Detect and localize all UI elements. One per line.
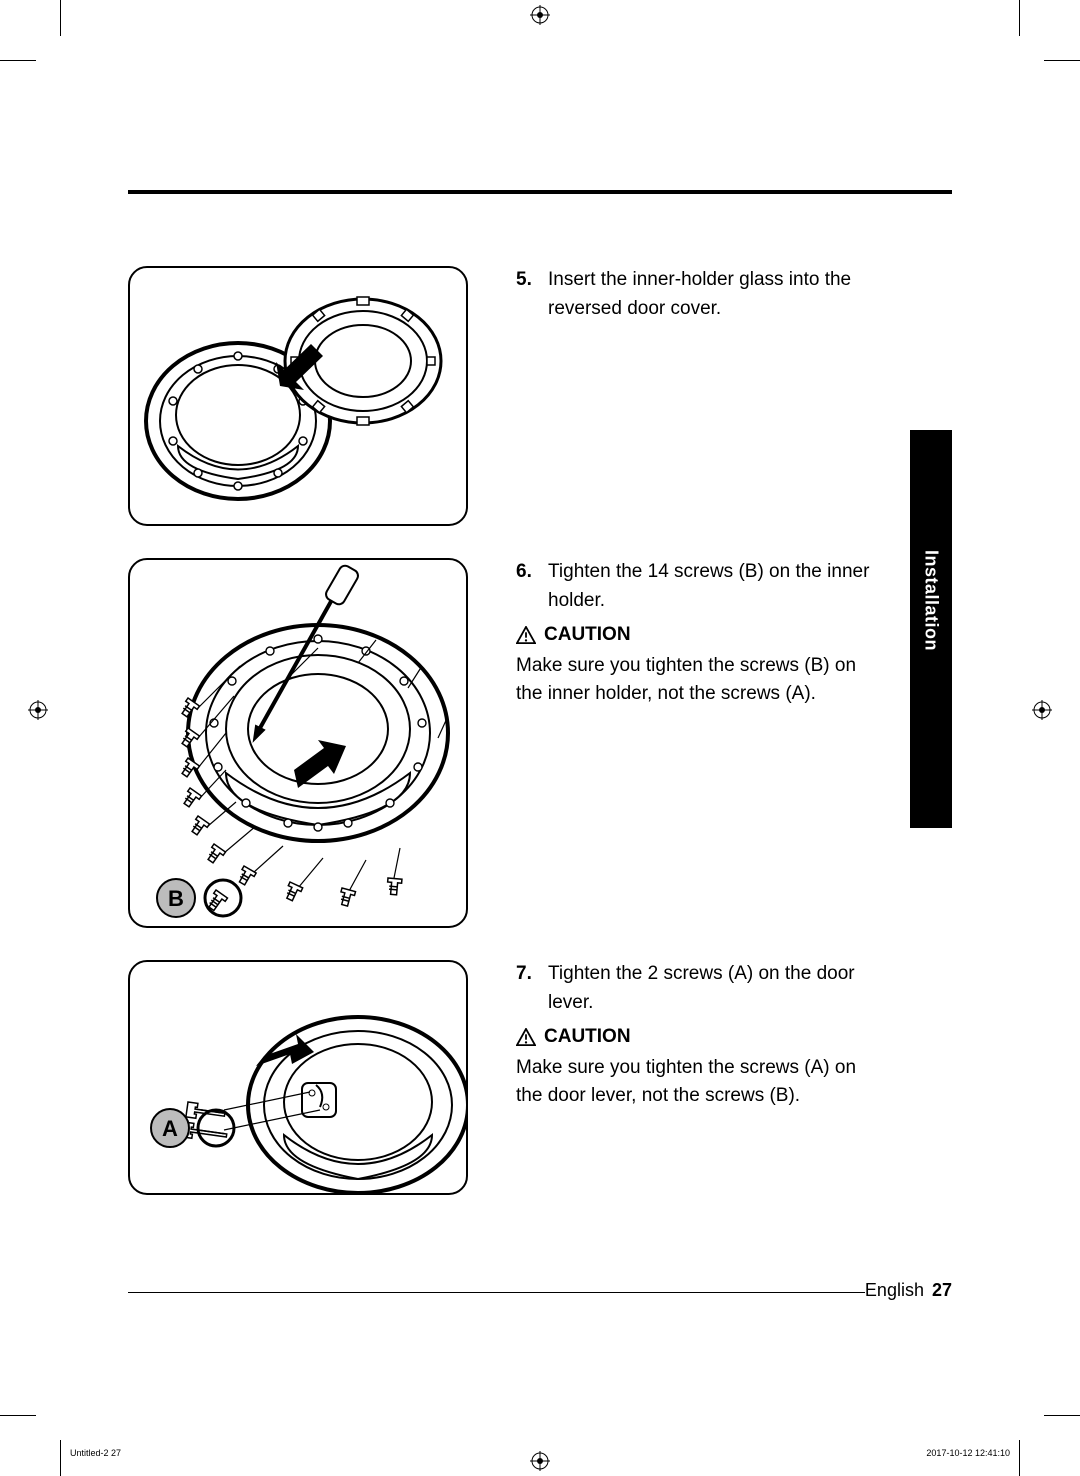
- registration-mark-icon: [530, 1451, 550, 1471]
- step-5: 5. Insert the inner-holder glass into th…: [128, 266, 952, 526]
- figure-step-6: B: [128, 558, 468, 928]
- registration-mark-icon: [1032, 700, 1052, 720]
- figure-label-b: B: [168, 886, 184, 911]
- step-number: 7.: [516, 960, 540, 1017]
- caution-label: CAUTION: [544, 621, 631, 650]
- print-meta-right: 2017-10-12 12:41:10: [926, 1448, 1010, 1458]
- figure-step-7: A: [128, 960, 468, 1195]
- step-body: Insert the inner-holder glass into the r…: [548, 266, 882, 323]
- footer-page-number: 27: [932, 1280, 952, 1301]
- caution-label: CAUTION: [544, 1023, 631, 1052]
- caution-body: Make sure you tighten the screws (B) on …: [516, 652, 882, 709]
- step-6: B 6. Tighten the 14 screws (B) on the in…: [128, 558, 952, 928]
- step-number: 5.: [516, 266, 540, 323]
- step-7: A 7. Tighten the 2 screws (A) on the doo…: [128, 960, 952, 1195]
- registration-mark-icon: [530, 5, 550, 25]
- caution-icon: [516, 626, 536, 644]
- registration-mark-icon: [28, 700, 48, 720]
- page-footer: English 27: [865, 1280, 952, 1301]
- bottom-rule: [128, 1292, 865, 1293]
- step-body: Tighten the 14 screws (B) on the inner h…: [548, 558, 882, 615]
- top-rule: [128, 190, 952, 194]
- footer-language: English: [865, 1280, 924, 1301]
- figure-step-5: [128, 266, 468, 526]
- caution-body: Make sure you tighten the screws (A) on …: [516, 1054, 882, 1111]
- step-number: 6.: [516, 558, 540, 615]
- figure-label-a: A: [162, 1116, 178, 1141]
- print-meta-left: Untitled-2 27: [70, 1448, 121, 1458]
- caution-icon: [516, 1028, 536, 1046]
- step-body: Tighten the 2 screws (A) on the door lev…: [548, 960, 882, 1017]
